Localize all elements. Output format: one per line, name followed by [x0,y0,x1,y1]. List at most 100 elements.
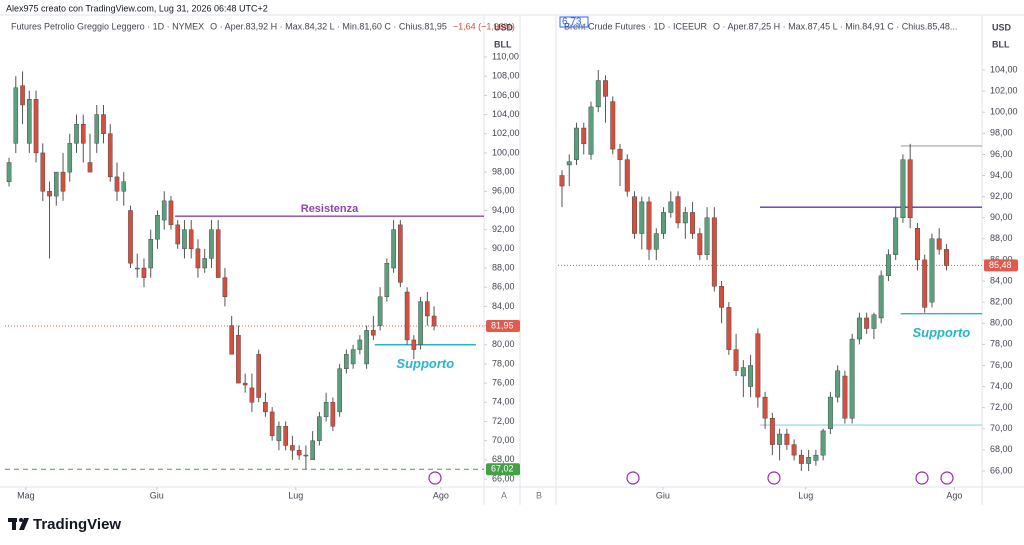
button[interactable]: B [536,490,542,500]
axis-unit: USD [494,22,514,32]
y-tick-label: 90,00 [990,212,1013,222]
candle-body [323,402,329,417]
button[interactable]: A [501,490,507,500]
x-tick-label: Lug [798,490,813,500]
axis-unit: BLL [992,39,1010,49]
candle-body [283,426,288,446]
candle-body [13,87,19,144]
candle-body [40,152,46,192]
y-tick-label: 98,00 [492,166,515,176]
candle-body [856,317,862,340]
candle-body [229,325,234,355]
candle-body [128,210,133,264]
candle-body [835,370,841,398]
candle-body [690,212,696,234]
candle-body [256,354,261,398]
candle-body [849,338,855,419]
candle-body [249,387,255,403]
candle-body [114,176,120,192]
candle-body [588,106,594,155]
candle-body [893,217,899,255]
candle-body [168,200,174,226]
x-tick-label: Mag [17,490,35,500]
y-tick-label: 74,00 [492,397,515,407]
candle-body [357,339,363,350]
candle-body [871,314,877,329]
level-label: Supporto [912,325,970,340]
candle-body [391,229,396,269]
y-tick-label: 84,00 [492,301,515,311]
candle-body [53,171,59,197]
price-tag-label: 67,02 [491,464,514,474]
candle-body [371,330,376,336]
change: −1,64 (−1,96%) [453,21,515,31]
y-tick-label: 80,00 [990,318,1013,328]
badge: 6,73 [562,17,582,28]
candle-body [263,402,268,413]
candle-body [610,101,616,150]
candle-body [922,259,928,308]
candle-body [404,291,410,341]
candle-body [639,201,645,234]
y-tick-label: 72,00 [492,416,515,426]
candle-body [67,143,73,173]
candle-body [215,229,221,278]
y-tick-label: 80,00 [492,339,515,349]
candle-body [748,365,754,387]
y-tick-label: 108,00 [492,71,520,81]
candle-body [944,249,949,266]
candle-body [791,444,797,456]
candle-body [936,238,942,250]
candle-body [398,224,403,283]
candle-body [668,201,674,213]
candle-body [777,433,783,445]
header: Alex975 creato con TradingView.com, Lug … [6,3,268,13]
candle-body [617,148,623,160]
logo-icon [8,518,29,530]
y-tick-label: 82,00 [990,297,1013,307]
y-tick-label: 102,00 [492,128,520,138]
candle-body [595,80,601,108]
y-tick-label: 98,00 [990,128,1013,138]
candle-body [675,196,681,224]
candle-body [384,263,390,297]
candle-body [806,457,812,464]
candle-body [574,127,579,160]
candle-body [704,217,710,255]
candle-body [878,275,884,319]
candle-body [188,229,194,250]
y-tick-label: 68,00 [492,454,515,464]
candle-body [276,426,282,441]
candle-body [864,317,870,329]
candle-body [350,349,356,365]
candle-body [425,301,430,317]
candle-body [813,454,819,461]
candle-body [155,215,160,240]
candle-body [411,339,417,350]
price-tag [486,463,520,476]
y-tick-label: 70,00 [492,435,515,445]
candle-body [87,162,93,173]
candle-body [784,433,790,445]
price-tag [984,259,1018,272]
candle-body [222,277,228,297]
candle-body [914,228,920,261]
candle-body [80,123,86,144]
candle-body [236,334,241,384]
y-tick-label: 92,00 [990,191,1013,201]
candle-body [907,159,913,218]
candle-body [6,162,12,182]
candle-body [337,368,342,413]
candle-body [711,217,717,287]
candle-body [581,127,587,145]
candle-body [377,296,383,326]
y-tick-label: 94,00 [492,205,515,215]
candle-body [195,248,201,269]
candle-body [33,99,39,154]
candle-body [209,229,214,259]
candle-body [134,267,140,270]
candle-body [646,201,652,250]
y-tick-label: 92,00 [492,224,515,234]
candle-body [726,307,732,350]
candle-body [303,454,309,457]
